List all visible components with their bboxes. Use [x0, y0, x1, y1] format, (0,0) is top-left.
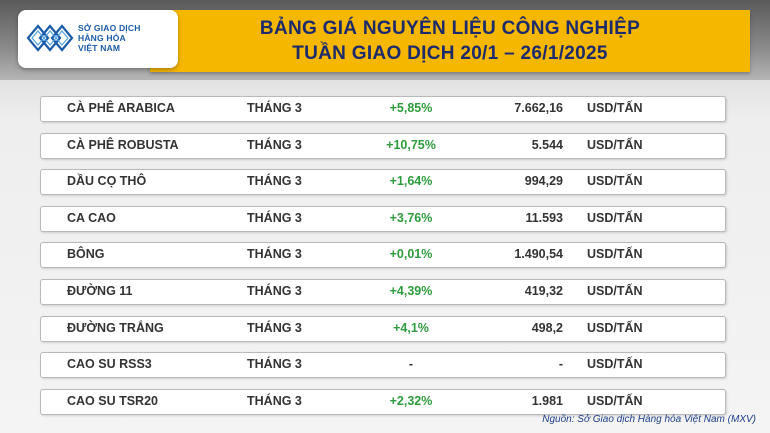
table-row: DẦU CỌ THÔ THÁNG 3 +1,64% 994,29 USD/TẤN: [40, 169, 726, 196]
price-value: 994,29: [524, 174, 563, 189]
contract-month: THÁNG 3: [247, 283, 302, 298]
page-title: BẢNG GIÁ NGUYÊN LIỆU CÔNG NGHIỆP: [259, 18, 641, 39]
price-unit: USD/TẤN: [587, 320, 643, 335]
table-row: ĐƯỜNG 11 THÁNG 3 +4,39% 419,32 USD/TẤN: [40, 278, 726, 305]
price-change: +1,64%: [389, 174, 433, 189]
table-row: CÀ PHÊ ARABICA THÁNG 3 +5,85% 7.662,16 U…: [40, 96, 726, 122]
price-change: +3,76%: [389, 210, 433, 225]
price-change: +4,39%: [389, 283, 433, 298]
logo-text: SỞ GIAO DỊCH HÀNG HÓA VIỆT NAM: [78, 23, 141, 53]
price-value: 1.490,54: [514, 247, 563, 262]
price-unit: USD/TẤN: [587, 283, 643, 298]
logo: SỞ GIAO DỊCH HÀNG HÓA VIỆT NAM: [18, 10, 178, 68]
commodity-name: CAO SU TSR20: [67, 393, 158, 408]
table-row: ĐƯỜNG TRẮNG THÁNG 3 +4,1% 498,2 USD/TẤN: [40, 315, 726, 342]
contract-month: THÁNG 3: [247, 393, 302, 408]
price-change: -: [408, 357, 414, 372]
page-subtitle: TUẦN GIAO DỊCH 20/1 – 26/1/2025: [292, 43, 608, 64]
table-row: CAO SU TSR20 THÁNG 3 +2,32% 1.981 USD/TẤ…: [40, 388, 726, 415]
price-table: CÀ PHÊ ARABICA THÁNG 3 +5,85% 7.662,16 U…: [40, 96, 726, 425]
commodity-name: ĐƯỜNG TRẮNG: [67, 320, 164, 335]
price-unit: USD/TẤN: [587, 101, 643, 115]
commodity-name: CÀ PHÊ ROBUSTA: [67, 137, 179, 152]
commodity-name: CA CAO: [67, 210, 116, 225]
price-change: +10,75%: [386, 137, 436, 152]
table-row: CAO SU RSS3 THÁNG 3 - - USD/TẤN: [40, 352, 726, 379]
contract-month: THÁNG 3: [247, 174, 302, 189]
logo-text-line2: HÀNG HÓA: [78, 33, 126, 43]
commodity-name: BÔNG: [67, 247, 105, 262]
price-unit: USD/TẤN: [587, 210, 643, 225]
contract-month: THÁNG 3: [247, 320, 302, 335]
title-banner: BẢNG GIÁ NGUYÊN LIỆU CÔNG NGHIỆP TUẦN GI…: [150, 10, 750, 72]
price-value: 7.662,16: [514, 101, 563, 115]
contract-month: THÁNG 3: [247, 101, 302, 115]
table-row: CA CAO THÁNG 3 +3,76% 11.593 USD/TẤN: [40, 205, 726, 232]
price-unit: USD/TẤN: [587, 137, 643, 152]
price-unit: USD/TẤN: [587, 357, 643, 372]
price-value: -: [558, 357, 563, 372]
table-row: BÔNG THÁNG 3 +0,01% 1.490,54 USD/TẤN: [40, 242, 726, 269]
contract-month: THÁNG 3: [247, 137, 302, 152]
price-unit: USD/TẤN: [587, 174, 643, 189]
logo-text-line3: VIỆT NAM: [78, 43, 121, 53]
contract-month: THÁNG 3: [247, 357, 302, 372]
price-change: +0,01%: [389, 247, 433, 262]
price-change: +5,85%: [389, 101, 433, 115]
price-change: +4,1%: [393, 320, 429, 335]
price-value: 1.981: [531, 393, 563, 408]
commodity-name: CAO SU RSS3: [67, 357, 152, 372]
price-value: 5.544: [531, 137, 563, 152]
price-unit: USD/TẤN: [587, 393, 643, 408]
price-unit: USD/TẤN: [587, 247, 643, 262]
commodity-name: DẦU CỌ THÔ: [67, 174, 147, 189]
price-value: 498,2: [531, 320, 563, 335]
contract-month: THÁNG 3: [247, 247, 302, 262]
contract-month: THÁNG 3: [247, 210, 302, 225]
price-value: 419,32: [524, 283, 563, 298]
mxv-logo-icon: [26, 24, 74, 52]
commodity-name: ĐƯỜNG 11: [67, 283, 133, 298]
price-value: 11.593: [525, 210, 563, 225]
logo-text-line1: SỞ GIAO DỊCH: [78, 23, 141, 33]
price-change: +2,32%: [389, 393, 433, 408]
source-note: Nguồn: Sở Giao dịch Hàng hóa Việt Nam (M…: [542, 414, 756, 425]
commodity-name: CÀ PHÊ ARABICA: [67, 101, 175, 115]
table-row: CÀ PHÊ ROBUSTA THÁNG 3 +10,75% 5.544 USD…: [40, 132, 726, 159]
